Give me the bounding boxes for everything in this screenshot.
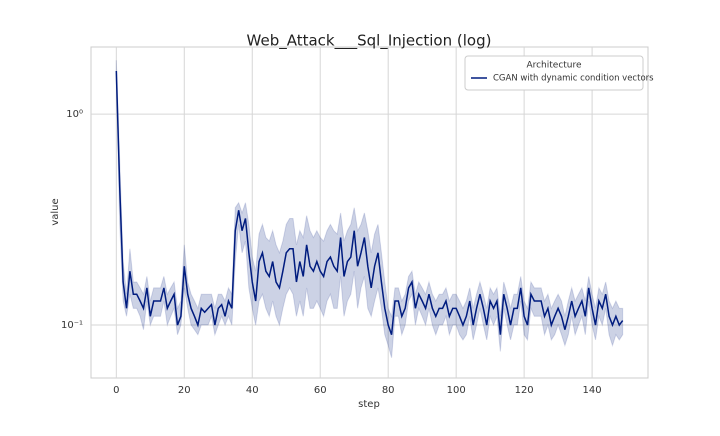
legend-label: CGAN with dynamic condition vectors [493, 74, 654, 84]
confidence-band [115, 60, 624, 358]
legend-title: Architecture [526, 61, 582, 71]
line [115, 71, 624, 335]
legend-box [464, 55, 644, 91]
chart-title: Web_Attack___Sql_Injection (log) [247, 32, 492, 51]
y-axis-label: value [50, 198, 61, 225]
x-tick-label: 40 [246, 385, 259, 396]
x-axis-label: step [358, 399, 380, 410]
x-tick-label: 100 [447, 385, 466, 396]
x-tick-label: 20 [178, 385, 191, 396]
x-tick-label: 140 [583, 385, 602, 396]
x-tick-label: 60 [314, 385, 327, 396]
x-tick-label: 120 [515, 385, 534, 396]
x-tick-label: 80 [382, 385, 395, 396]
y-tick-label: 10⁰ [66, 109, 83, 120]
x-tick-label: 0 [113, 385, 119, 396]
y-tick-label: 10⁻¹ [61, 320, 83, 331]
